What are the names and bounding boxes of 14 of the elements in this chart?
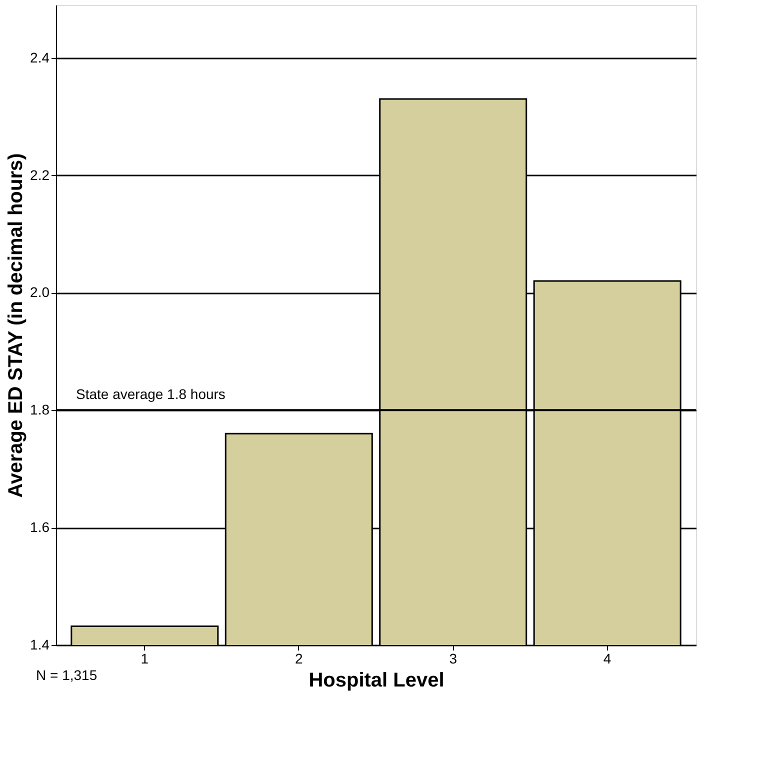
- x-tick-label: 2: [294, 650, 303, 666]
- y-tick-label: 2.0: [30, 284, 50, 300]
- x-tick-label: 1: [140, 650, 149, 666]
- y-tick-label: 2.2: [30, 166, 50, 183]
- x-tick-label: 3: [449, 650, 458, 666]
- y-tick-label: 1.8: [30, 402, 50, 418]
- x-axis-title: Hospital Level: [308, 670, 444, 692]
- x-tick-label: 4: [603, 650, 612, 666]
- text: N = 1,315: [36, 667, 98, 683]
- ref-line-label: State average 1.8 hours: [76, 386, 226, 402]
- y-tick-label: 1.4: [30, 636, 50, 652]
- y-tick-label: 1.6: [30, 519, 50, 536]
- y-axis-title: Average ED STAY (in decimal hours): [5, 153, 28, 498]
- y-tick-label: 2.4: [30, 49, 50, 66]
